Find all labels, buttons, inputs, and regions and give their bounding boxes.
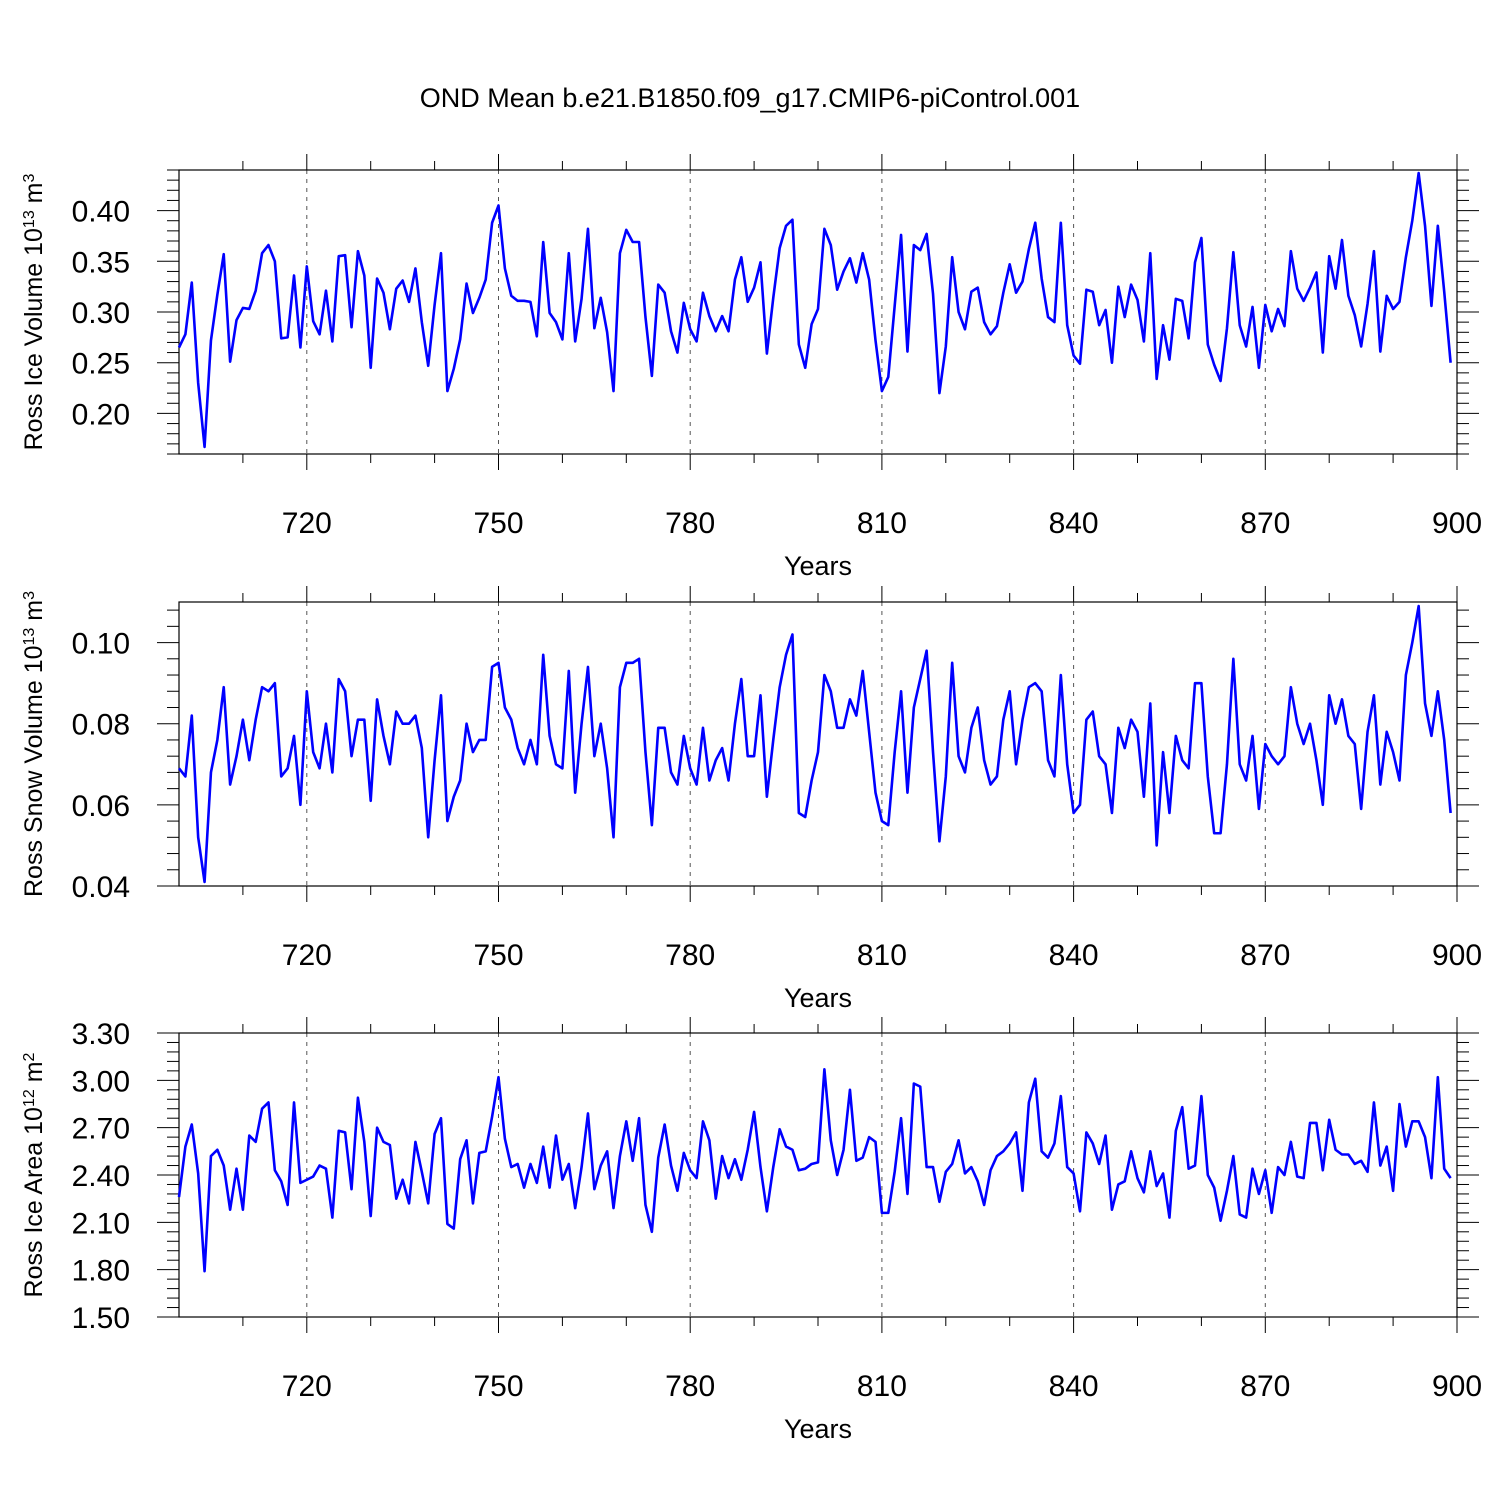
chart-title: OND Mean b.e21.B1850.f09_g17.CMIP6-piCon… (419, 83, 1081, 113)
y-tick-label: 2.40 (72, 1160, 130, 1193)
y-tick-label: 3.30 (72, 1018, 130, 1051)
x-tick-label: 900 (1432, 1370, 1482, 1403)
y-tick-label: 2.10 (72, 1207, 130, 1240)
x-tick-label: 810 (857, 1370, 907, 1403)
y-tick-label: 0.06 (72, 790, 130, 823)
y-axis-label-superscript: 2 (21, 1052, 38, 1061)
x-tick-label: 810 (857, 507, 907, 540)
y-tick-label: 0.20 (72, 398, 130, 431)
x-axis-label: Years (784, 1414, 852, 1444)
x-tick-label: 720 (282, 507, 332, 540)
x-tick-label: 780 (665, 1370, 715, 1403)
y-tick-label: 0.40 (72, 196, 130, 229)
y-tick-label: 0.04 (72, 871, 130, 904)
x-tick-label: 840 (1049, 507, 1099, 540)
x-tick-label: 720 (282, 1370, 332, 1403)
x-tick-label: 810 (857, 939, 907, 972)
y-tick-label: 2.70 (72, 1113, 130, 1146)
y-tick-label: 3.00 (72, 1065, 130, 1098)
x-tick-label: 870 (1240, 939, 1290, 972)
x-tick-label: 780 (665, 507, 715, 540)
x-tick-label: 840 (1049, 1370, 1099, 1403)
y-axis-label: Ross Ice Area 1012 m2 (20, 1052, 48, 1297)
y-axis-label-superscript: 13 (21, 210, 38, 228)
x-tick-label: 750 (473, 507, 523, 540)
series-line (177, 604, 1452, 884)
y-axis-label-part: Ross Snow Volume 10 (20, 645, 48, 897)
y-axis-label-superscript: 3 (21, 591, 38, 600)
y-axis-label-part: Ross Ice Area 10 (20, 1107, 48, 1297)
panel-1: 0.20 0.25 0.30 0.35 0.40 720 750 780 810 840 870 90… (20, 154, 1482, 581)
y-axis-label: Ross Snow Volume 1013 m3 (20, 591, 48, 897)
y-axis-label-part: m (20, 182, 48, 210)
y-axis-label-part: m (20, 600, 48, 628)
x-tick-label: 720 (282, 939, 332, 972)
x-tick-label: 840 (1049, 939, 1099, 972)
y-axis-label: Ross Ice Volume 1013 m3 (20, 173, 48, 450)
panel-3: 1.50 1.80 2.10 2.40 2.70 3.00 3.30 720 750 780 810… (20, 1017, 1482, 1444)
y-tick-label: 1.50 (72, 1302, 130, 1335)
panel-2: 0.04 0.06 0.08 0.10 720 750 780 810 840 870 900 Yea… (20, 586, 1482, 1013)
y-axis-label-superscript: 12 (21, 1089, 38, 1107)
x-tick-label: 900 (1432, 507, 1482, 540)
y-tick-label: 0.30 (72, 297, 130, 330)
y-axis-label-superscript: 3 (21, 173, 38, 182)
series-line (177, 1067, 1452, 1273)
y-tick-label: 0.10 (72, 628, 130, 661)
y-axis-label-superscript: 13 (21, 628, 38, 646)
x-tick-label: 780 (665, 939, 715, 972)
x-tick-label: 870 (1240, 1370, 1290, 1403)
y-axis-label-part: Ross Ice Volume 10 (20, 228, 48, 450)
y-axis-label-part: m (20, 1061, 48, 1089)
x-axis-label: Years (784, 983, 852, 1013)
x-tick-label: 750 (473, 1370, 523, 1403)
y-tick-label: 0.35 (72, 246, 130, 279)
x-tick-label: 750 (473, 939, 523, 972)
x-tick-label: 870 (1240, 507, 1290, 540)
y-tick-label: 0.08 (72, 709, 130, 742)
y-tick-label: 1.80 (72, 1255, 130, 1288)
x-axis-label: Years (784, 551, 852, 581)
y-tick-label: 0.25 (72, 348, 130, 381)
x-tick-label: 900 (1432, 939, 1482, 972)
series-line (177, 171, 1452, 449)
